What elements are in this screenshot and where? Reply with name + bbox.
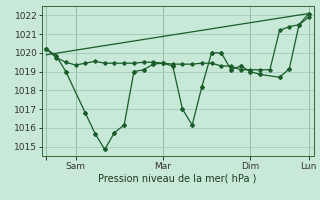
X-axis label: Pression niveau de la mer( hPa ): Pression niveau de la mer( hPa ) [99, 173, 257, 183]
